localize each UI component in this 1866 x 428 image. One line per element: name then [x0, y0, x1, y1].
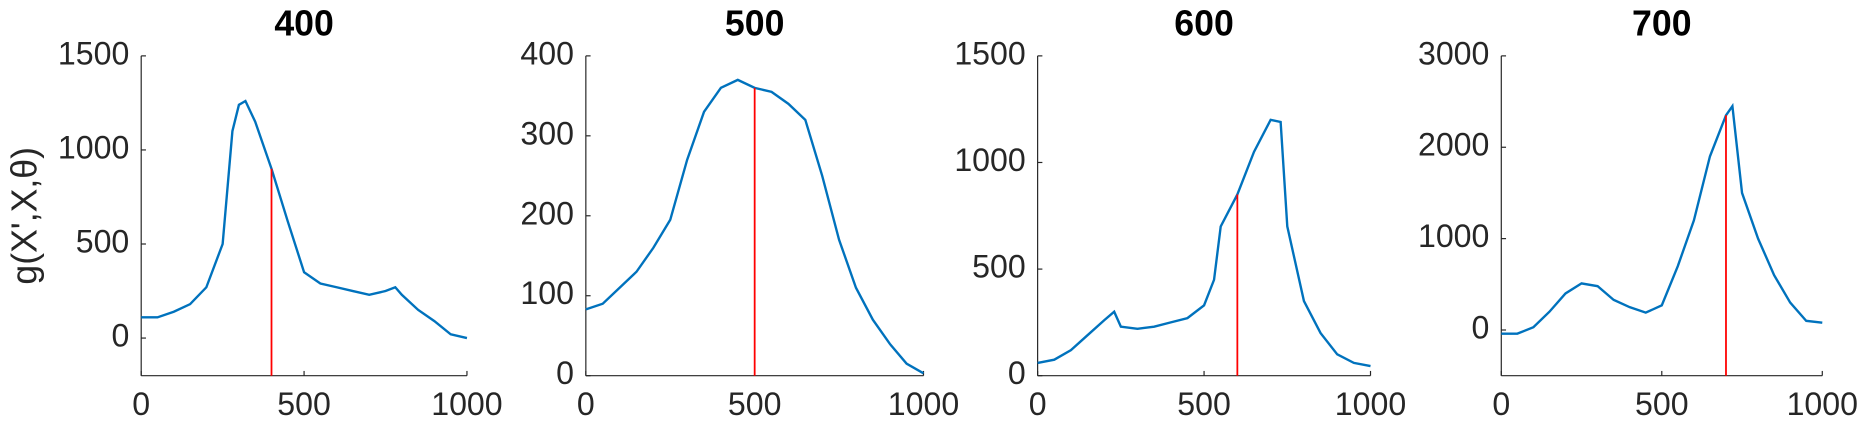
y-tick-label: 1000: [954, 142, 1025, 178]
data-line: [1501, 102, 1823, 335]
x-tick-label: 1000: [888, 386, 959, 422]
data-line: [141, 99, 468, 340]
y-tick-label: 100: [520, 275, 574, 311]
x-tick-label: 0: [1029, 386, 1047, 422]
x-tick-label: 1000: [1335, 386, 1406, 422]
y-tick-label: 300: [520, 115, 574, 151]
chart-title: 500: [725, 4, 785, 44]
x-tick-label: 0: [577, 386, 595, 422]
y-tick-label: 500: [76, 223, 130, 259]
data-line: [1037, 118, 1371, 368]
y-tick-label: 1000: [1418, 218, 1489, 254]
y-tick-label: 0: [556, 355, 574, 391]
y-tick-label: 500: [972, 249, 1026, 285]
y-tick-label: 1000: [58, 129, 129, 165]
chart-title: 700: [1632, 4, 1692, 44]
x-tick-label: 500: [728, 386, 782, 422]
y-tick-label: 0: [1008, 355, 1026, 391]
chart-title: 600: [1174, 4, 1234, 44]
y-tick-label: 200: [520, 195, 574, 231]
x-tick-label: 1000: [431, 386, 502, 422]
x-tick-label: 1000: [1787, 386, 1858, 422]
y-axis-label: g(X',X,θ): [4, 147, 44, 285]
x-tick-label: 500: [1177, 386, 1231, 422]
y-tick-label: 3000: [1418, 35, 1489, 71]
y-tick-label: 1500: [954, 35, 1025, 71]
x-tick-label: 500: [1635, 386, 1689, 422]
y-tick-label: 2000: [1418, 127, 1489, 163]
y-tick-label: 400: [520, 35, 574, 71]
x-tick-label: 0: [132, 386, 150, 422]
y-tick-label: 0: [1472, 309, 1490, 345]
x-tick-label: 0: [1492, 386, 1510, 422]
chart-title: 400: [274, 4, 334, 44]
x-tick-label: 500: [277, 386, 331, 422]
y-tick-label: 1500: [58, 35, 129, 71]
y-tick-label: 0: [111, 318, 129, 354]
